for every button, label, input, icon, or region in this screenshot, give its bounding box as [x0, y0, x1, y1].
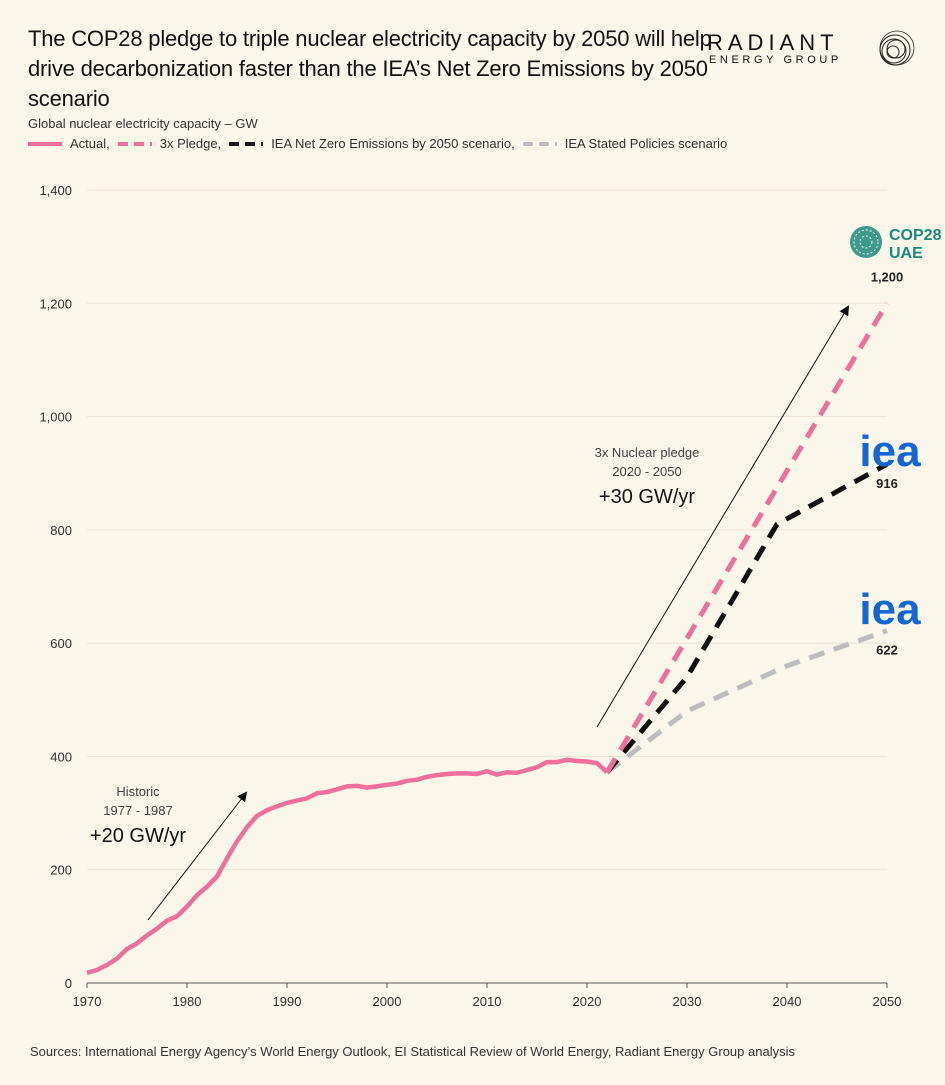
cop28-text: COP28 — [889, 227, 942, 244]
legend-label-steps: IEA Stated Policies scenario — [564, 136, 728, 151]
legend-item-pledge: 3x Pledge, — [117, 136, 222, 151]
x-tick-label: 2030 — [673, 994, 702, 1009]
sources-note: Sources: International Energy Agency’s W… — [30, 1044, 795, 1059]
end-label: 1,200 — [871, 269, 904, 284]
chart: 0 200 400 600 800 1,000 1,200 1,400 1970 1980 1990… — [39, 183, 942, 1009]
series-line-actual — [86, 757, 609, 975]
annotations: Historic 1977 - 1987 +20 GW/yr 3x Nuclea… — [90, 305, 850, 921]
series-line-3x-pledge — [604, 302, 890, 774]
series — [86, 302, 890, 975]
pledge-label-line2: 2020 - 2050 — [612, 464, 681, 479]
y-tick-label: 800 — [50, 523, 72, 538]
historic-rate: +20 GW/yr — [90, 825, 186, 847]
legend-item-steps: IEA Stated Policies scenario — [522, 136, 728, 151]
series-line-iea-net-zero-emissions-by-2050-scenario — [605, 462, 889, 774]
chart-subtitle: Global nuclear electricity capacity – GW — [28, 116, 258, 131]
end-label: 622 — [876, 643, 898, 658]
x-tick-label: 2000 — [373, 994, 402, 1009]
end-labels: 1,200 916 622 — [871, 269, 904, 657]
legend-label-nze: IEA Net Zero Emissions by 2050 scenario, — [271, 136, 515, 151]
x-tick-label: 2040 — [773, 994, 802, 1009]
historic-label-line1: Historic — [116, 784, 160, 799]
pledge-arrow — [596, 305, 850, 728]
radiant-logo: RADIANT ENERGY GROUP — [707, 30, 917, 74]
logo-word: RADIANT — [707, 30, 839, 55]
end-label: 916 — [876, 476, 898, 491]
series-line-iea-stated-policies-scenario — [605, 628, 888, 775]
gridlines — [87, 189, 887, 871]
x-tick-label: 1990 — [273, 994, 302, 1009]
y-tick-label: 1,400 — [39, 183, 72, 198]
cop28-uae-text: UAE — [889, 245, 923, 262]
y-tick-label: 600 — [50, 636, 72, 651]
legend-label-pledge: 3x Pledge, — [159, 136, 222, 151]
legend-label-actual: Actual, — [70, 136, 110, 151]
legend-item-actual: Actual, — [28, 136, 110, 151]
x-tick-label: 1980 — [173, 994, 202, 1009]
x-tick-label: 2010 — [473, 994, 502, 1009]
chart-title: The COP28 pledge to triple nuclear elect… — [28, 26, 712, 111]
legend: Actual, 3x Pledge, IEA Net Zero Emission… — [28, 136, 735, 151]
iea-logo-steps: iea — [859, 585, 921, 634]
legend-swatch-steps — [522, 141, 557, 146]
logo-sub: ENERGY GROUP — [709, 54, 842, 66]
legend-swatch-pledge — [117, 141, 152, 146]
y-tick-label: 0 — [65, 976, 72, 991]
cop28-globe-icon — [850, 226, 882, 258]
pledge-rate: +30 GW/yr — [599, 486, 695, 508]
legend-swatch-nze — [229, 141, 264, 146]
iea-logo-nze: iea — [859, 427, 921, 476]
legend-item-nze: IEA Net Zero Emissions by 2050 scenario, — [229, 136, 515, 151]
logo-circles-icon — [879, 30, 915, 66]
x-tick-label: 2050 — [873, 994, 902, 1009]
cop28-logo: COP28 UAE — [850, 226, 942, 262]
series-logos: COP28 UAE iea iea — [850, 226, 942, 634]
y-tick-label: 200 — [50, 863, 72, 878]
x-tick-label: 2020 — [573, 994, 602, 1009]
x-tick-label: 1970 — [73, 994, 102, 1009]
legend-swatch-actual — [28, 141, 62, 146]
pledge-label-line1: 3x Nuclear pledge — [595, 445, 700, 460]
axes: 0 200 400 600 800 1,000 1,200 1,400 1970 1980 1990… — [39, 183, 901, 1009]
historic-arrow — [147, 791, 248, 921]
y-tick-label: 1,000 — [39, 410, 72, 425]
y-tick-label: 400 — [50, 749, 72, 764]
historic-label-line2: 1977 - 1987 — [103, 803, 172, 818]
y-tick-label: 1,200 — [39, 296, 72, 311]
